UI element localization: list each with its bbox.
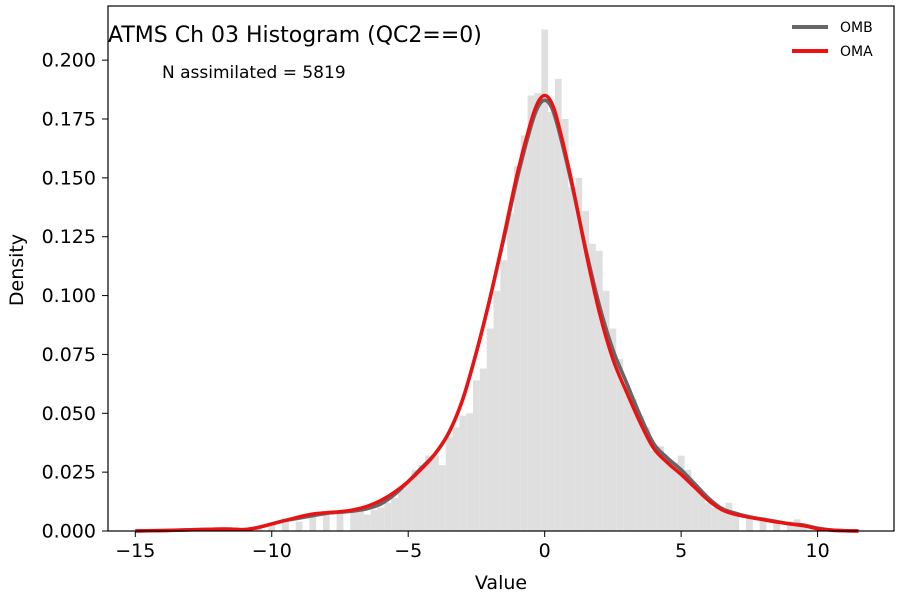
histogram-bar (438, 465, 446, 531)
legend: OMB OMA (792, 20, 873, 60)
histogram-bar (363, 514, 371, 531)
histogram-bar (418, 465, 426, 531)
histogram-bar (684, 469, 692, 531)
histogram-bar (370, 509, 378, 531)
histogram-bar (616, 359, 624, 531)
histogram-bar (486, 328, 494, 531)
histogram-bar (322, 512, 330, 531)
y-tick-label: 0.175 (42, 109, 96, 131)
histogram-bar (609, 328, 617, 531)
histogram-bar (350, 509, 358, 531)
histogram-bar (745, 514, 753, 531)
y-tick-label: 0.150 (42, 167, 96, 189)
histogram-bar (664, 460, 671, 531)
histogram-bar (527, 95, 535, 532)
histogram-bar (377, 507, 385, 531)
histogram-bar (500, 260, 508, 531)
legend-label-oma: OMA (840, 44, 873, 60)
histogram-bar (309, 514, 317, 531)
histogram-bar (507, 213, 514, 532)
histogram-bar (554, 78, 562, 531)
histogram-bar (677, 455, 685, 531)
y-tick-label: 0.000 (42, 521, 96, 543)
histogram-bar (397, 488, 405, 531)
x-axis-label: Value (475, 572, 527, 594)
histogram-bar (473, 380, 480, 531)
density-line-oma (135, 93, 859, 533)
histogram-bar (493, 290, 501, 531)
histogram-bar (629, 399, 637, 531)
y-tick-label: 0.125 (42, 226, 96, 248)
x-tick-label: −15 (115, 540, 155, 562)
x-axis-ticks: −15 −10 −5 0 5 10 (115, 531, 830, 562)
sample-count-annotation: N assimilated = 5819 (162, 63, 346, 83)
histogram-bar (513, 166, 521, 531)
x-tick-label: 10 (805, 540, 829, 562)
histogram-bar (670, 462, 678, 531)
y-tick-label: 0.100 (42, 285, 96, 307)
histogram-bar (582, 210, 590, 531)
y-axis-ticks: 0.000 0.025 0.050 0.075 0.100 0.125 0.150 0.175… (42, 50, 108, 543)
y-tick-label: 0.050 (42, 403, 96, 425)
x-tick-label: 0 (539, 540, 551, 562)
histogram-bar (268, 523, 276, 531)
histogram-bar (691, 483, 699, 531)
histogram-bar (636, 415, 644, 531)
histogram-bar (568, 187, 576, 531)
histogram-bar (357, 509, 364, 531)
histogram-bar (643, 427, 651, 531)
chart-title: ATMS Ch 03 Histogram (QC2==0) (108, 23, 482, 48)
histogram-bar (520, 135, 528, 532)
histogram-bar (657, 446, 665, 531)
histogram-bars (186, 29, 849, 532)
histogram-bar (459, 415, 467, 531)
histogram-bar (541, 29, 549, 531)
histogram-bar (732, 512, 740, 531)
histogram-bar (595, 250, 603, 531)
histogram-bar (281, 521, 289, 531)
histogram-bar (589, 243, 596, 531)
histogram-bar (705, 502, 712, 531)
histogram-bar (391, 498, 398, 531)
histogram-bar (698, 493, 705, 531)
histogram-bar (718, 509, 726, 531)
x-tick-label: −10 (252, 540, 292, 562)
x-tick-label: 5 (675, 540, 687, 562)
histogram-bar (466, 413, 474, 531)
y-tick-label: 0.075 (42, 344, 96, 366)
y-tick-label: 0.025 (42, 462, 96, 484)
histogram-bar (786, 521, 794, 531)
histogram-bar (452, 427, 460, 531)
histogram-bar (479, 368, 487, 531)
histogram-bar (561, 119, 569, 531)
histogram-bar (773, 521, 781, 531)
histogram-bar (575, 177, 583, 532)
histogram-bar (602, 290, 610, 531)
histogram-bar (650, 450, 658, 531)
histogram-bar (384, 502, 392, 531)
y-axis-label: Density (6, 234, 28, 306)
legend-label-omb: OMB (840, 20, 873, 36)
histogram-bar (623, 385, 630, 531)
histogram-bar (725, 502, 733, 531)
histogram-bar (411, 469, 419, 531)
histogram-bar (759, 516, 767, 531)
density-curves (135, 93, 859, 533)
histogram-bar (336, 512, 344, 531)
x-tick-label: −5 (394, 540, 422, 562)
histogram-bar (534, 93, 542, 532)
histogram-bar (404, 481, 412, 531)
histogram-bar (445, 436, 453, 531)
histogram-bar (711, 507, 719, 531)
y-tick-label: 0.200 (42, 50, 96, 72)
histogram-bar (425, 455, 433, 531)
plot-frame (107, 5, 895, 532)
histogram-bar (548, 111, 555, 531)
histogram-bar (295, 521, 303, 531)
histogram-bar (432, 455, 439, 531)
